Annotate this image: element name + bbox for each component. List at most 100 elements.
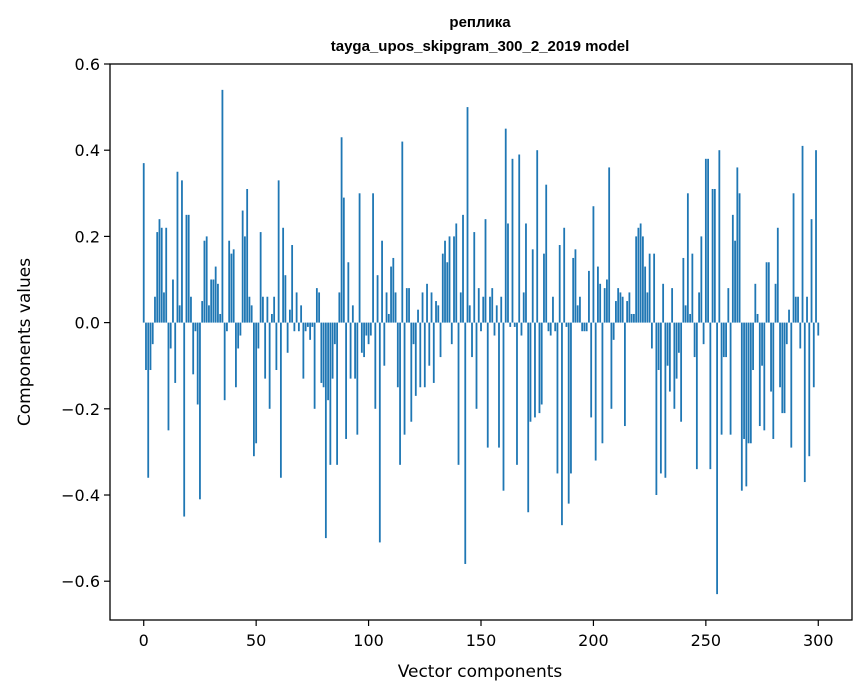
bar <box>439 322 442 358</box>
bar <box>248 296 251 323</box>
bar <box>208 305 210 323</box>
bar <box>686 193 689 323</box>
bar <box>187 214 190 323</box>
bar <box>471 322 473 358</box>
bar <box>446 262 449 323</box>
bars-group <box>142 89 820 595</box>
bar <box>378 322 381 543</box>
bar <box>160 227 163 323</box>
bar <box>196 322 199 405</box>
bar <box>306 322 309 327</box>
bar <box>477 288 480 323</box>
bar <box>414 322 417 396</box>
bar <box>324 322 327 539</box>
bar <box>797 296 799 323</box>
bar <box>142 163 145 323</box>
bar <box>608 167 611 323</box>
bar <box>772 322 775 439</box>
bar <box>223 322 226 401</box>
bar <box>311 322 314 327</box>
bar <box>313 322 316 409</box>
bar <box>549 322 552 336</box>
bar <box>498 322 500 448</box>
bar <box>657 322 660 371</box>
y-tick-label: 0.4 <box>75 141 100 160</box>
bar <box>203 240 206 323</box>
bar <box>597 266 599 323</box>
bar <box>570 322 572 474</box>
bar <box>794 296 797 323</box>
bar <box>239 322 242 336</box>
bar <box>489 296 491 323</box>
bar <box>190 296 192 323</box>
bar <box>736 167 739 323</box>
bar <box>367 322 370 345</box>
bar <box>441 253 444 323</box>
bar <box>500 296 503 323</box>
bar <box>781 322 784 414</box>
bar <box>228 240 231 323</box>
y-tick-label: −0.4 <box>61 486 100 505</box>
bar <box>333 322 336 345</box>
bar <box>169 322 172 349</box>
bar <box>295 292 298 323</box>
bar <box>399 322 401 465</box>
bar <box>653 253 656 323</box>
bar <box>158 219 161 323</box>
bar <box>770 322 772 392</box>
bar <box>639 223 642 323</box>
bar <box>543 253 545 323</box>
bar <box>673 322 676 409</box>
bar <box>408 288 410 323</box>
bar <box>453 236 455 323</box>
bar <box>765 262 768 323</box>
bar <box>808 322 811 457</box>
bar <box>363 322 365 358</box>
bar <box>700 236 703 323</box>
bar <box>464 322 467 564</box>
bar <box>484 219 487 323</box>
bar <box>668 322 671 392</box>
bar <box>151 322 154 345</box>
chart-title-line2: tayga_upos_skipgram_300_2_2019 model <box>331 38 630 55</box>
bar <box>360 322 363 353</box>
bar <box>293 322 296 332</box>
bar <box>174 322 177 383</box>
bar <box>518 154 521 323</box>
bar <box>246 188 249 323</box>
bar <box>590 322 593 418</box>
bar <box>785 322 788 345</box>
x-tick-label: 0 <box>139 631 149 650</box>
bar <box>743 322 745 439</box>
bar <box>482 296 485 323</box>
bar <box>205 236 208 323</box>
bar <box>237 322 240 349</box>
bar <box>547 322 550 332</box>
bar <box>432 322 435 383</box>
bar <box>644 266 647 323</box>
bar <box>749 322 752 444</box>
bar <box>538 322 541 414</box>
bar <box>232 249 235 323</box>
bar <box>599 283 602 323</box>
bar <box>244 236 246 323</box>
bar <box>372 193 374 323</box>
bar <box>430 292 433 323</box>
bar <box>163 292 165 323</box>
bar <box>376 275 379 323</box>
bar <box>635 236 638 323</box>
bar <box>495 305 498 323</box>
bar <box>340 137 343 323</box>
bar <box>617 288 620 323</box>
bar <box>450 322 453 345</box>
bar <box>284 275 287 323</box>
bar <box>282 227 285 323</box>
bar <box>435 301 437 323</box>
bar <box>511 158 514 323</box>
bar <box>212 279 215 323</box>
bar <box>675 322 678 379</box>
bar <box>574 249 577 323</box>
bar <box>534 322 536 418</box>
bar <box>806 296 808 323</box>
